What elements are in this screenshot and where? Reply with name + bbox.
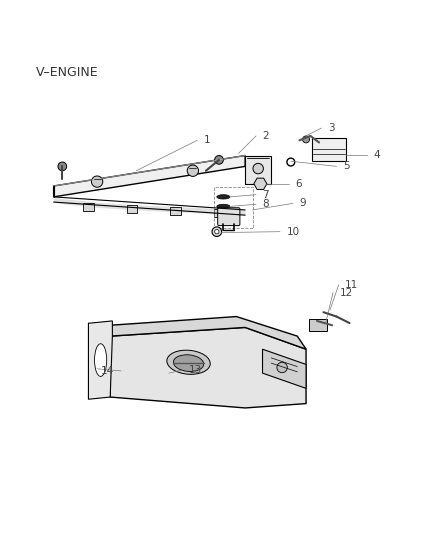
FancyBboxPatch shape (312, 138, 346, 161)
FancyBboxPatch shape (214, 209, 224, 217)
Polygon shape (110, 327, 306, 408)
Ellipse shape (95, 344, 107, 376)
Circle shape (58, 162, 67, 171)
FancyBboxPatch shape (218, 208, 240, 225)
Text: 11: 11 (345, 280, 358, 290)
FancyBboxPatch shape (170, 207, 181, 215)
Polygon shape (262, 349, 306, 389)
Polygon shape (53, 156, 245, 197)
Text: 4: 4 (374, 150, 380, 160)
Polygon shape (110, 317, 306, 349)
Text: 7: 7 (262, 190, 269, 200)
Text: 6: 6 (295, 179, 302, 189)
Ellipse shape (217, 195, 230, 199)
Ellipse shape (217, 204, 230, 208)
Circle shape (92, 176, 103, 187)
Circle shape (187, 165, 198, 176)
Text: V–ENGINE: V–ENGINE (36, 66, 99, 79)
Text: 10: 10 (286, 227, 300, 237)
Circle shape (212, 227, 222, 237)
Ellipse shape (173, 355, 204, 372)
Text: 5: 5 (343, 161, 350, 172)
Text: 2: 2 (262, 131, 269, 141)
Polygon shape (88, 321, 113, 399)
Text: 13: 13 (188, 365, 202, 375)
Ellipse shape (167, 350, 210, 374)
FancyBboxPatch shape (309, 319, 327, 331)
Polygon shape (254, 178, 267, 189)
Text: 8: 8 (262, 199, 269, 209)
Text: 12: 12 (339, 288, 353, 297)
FancyBboxPatch shape (127, 205, 137, 213)
FancyBboxPatch shape (83, 203, 94, 211)
Circle shape (253, 163, 263, 174)
Circle shape (215, 230, 219, 234)
Text: 14: 14 (101, 366, 115, 376)
Circle shape (277, 362, 287, 373)
Text: 9: 9 (300, 198, 306, 208)
FancyBboxPatch shape (245, 156, 271, 184)
Text: 1: 1 (204, 135, 210, 146)
Text: 3: 3 (328, 123, 335, 133)
Circle shape (303, 136, 310, 143)
Circle shape (215, 156, 223, 164)
